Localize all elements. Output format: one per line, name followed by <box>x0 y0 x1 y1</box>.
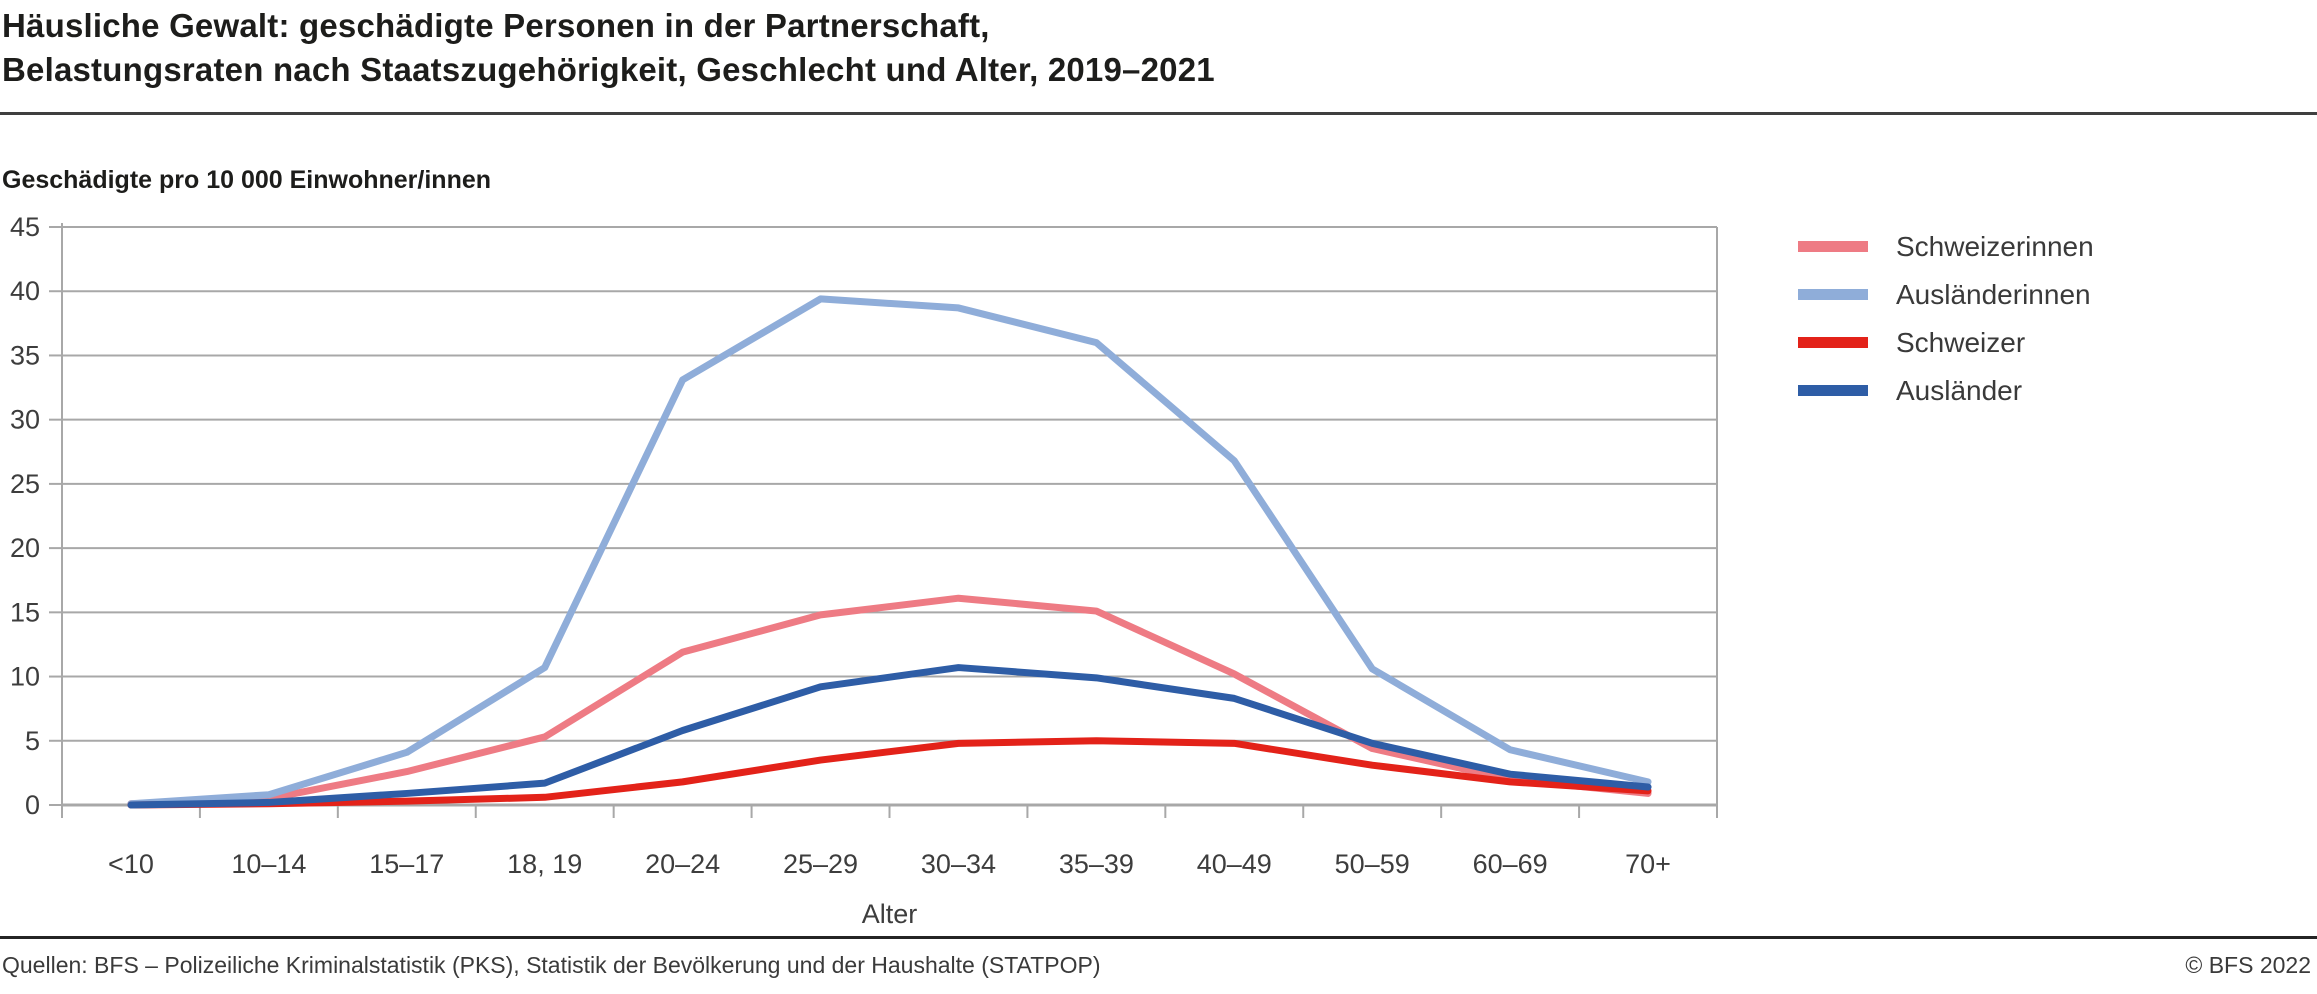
series-line-ausländerinnen <box>127 295 1652 808</box>
legend-item-ausländerinnen: Ausländerinnen <box>1798 278 2094 311</box>
y-tick-label: 5 <box>25 726 40 756</box>
footer-divider <box>0 936 2317 939</box>
x-tick-label: 35–39 <box>1059 849 1134 879</box>
legend-item-schweizer: Schweizer <box>1798 326 2094 359</box>
y-tick-label: 40 <box>10 276 40 306</box>
y-tick-label: 30 <box>10 405 40 435</box>
copyright-note: © BFS 2022 <box>2185 952 2311 978</box>
legend-label: Ausländer <box>1896 374 2023 406</box>
y-tick-label: 15 <box>10 597 40 627</box>
y-tick-label: 25 <box>10 469 40 499</box>
y-tick-label: 20 <box>10 533 40 563</box>
x-tick-label: 30–34 <box>921 849 996 879</box>
legend-item-ausländer: Ausländer <box>1798 374 2094 407</box>
source-note: Quellen: BFS – Polizeiliche Kriminalstat… <box>2 952 1101 978</box>
x-tick-label: 10–14 <box>231 849 306 879</box>
page-title-line1: Häusliche Gewalt: geschädigte Personen i… <box>2 7 990 44</box>
title-divider <box>0 112 2317 115</box>
legend-label: Ausländerinnen <box>1896 278 2091 310</box>
y-tick-label: 0 <box>25 790 40 820</box>
legend-swatch-ausländer <box>1798 385 1868 396</box>
legend-swatch-ausländerinnen <box>1798 289 1868 300</box>
x-tick-label: <10 <box>108 849 154 879</box>
series-line-schweizer <box>127 737 1652 809</box>
x-tick-label: 50–59 <box>1335 849 1410 879</box>
x-axis-title: Alter <box>862 899 918 929</box>
series-line-schweizerinnen <box>127 594 1652 808</box>
x-tick-label: 20–24 <box>645 849 720 879</box>
x-tick-label: 18, 19 <box>507 849 582 879</box>
legend-label: Schweizerinnen <box>1896 230 2094 262</box>
page-title-line2: Belastungsraten nach Staatszugehörigkeit… <box>2 50 1215 88</box>
series-line-ausländer <box>127 664 1652 809</box>
chart-legend: Schweizerinnen Ausländerinnen Schweizer Aus… <box>1798 230 2094 407</box>
y-axis-unit-label: Geschädigte pro 10 000 Einwohner/innen <box>2 166 492 194</box>
y-tick-label: 10 <box>10 662 40 692</box>
x-tick-label: 60–69 <box>1473 849 1548 879</box>
x-tick-label: 70+ <box>1625 849 1671 879</box>
legend-item-schweizerinnen: Schweizerinnen <box>1798 230 2094 263</box>
x-tick-label: 15–17 <box>369 849 444 879</box>
y-tick-label: 35 <box>10 340 40 370</box>
legend-swatch-schweizerinnen <box>1798 241 1868 252</box>
page-title: Häusliche Gewalt: geschädigte Personen i… <box>2 4 1215 91</box>
y-tick-label: 45 <box>10 212 40 242</box>
x-tick-label: 40–49 <box>1197 849 1272 879</box>
legend-label: Schweizer <box>1896 326 2026 358</box>
legend-swatch-schweizer <box>1798 337 1868 348</box>
x-tick-label: 25–29 <box>783 849 858 879</box>
